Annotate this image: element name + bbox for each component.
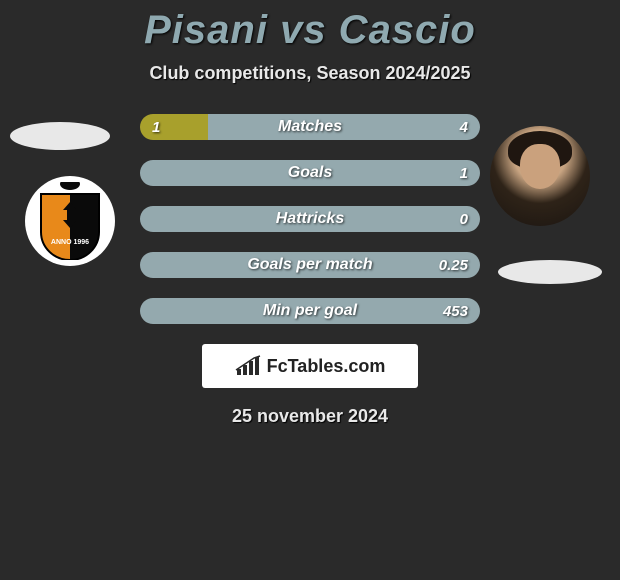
player-avatar-right xyxy=(490,126,590,226)
club-crest: ANNO 1996 xyxy=(25,176,115,266)
logo-bars-icon xyxy=(235,355,261,377)
comparison-bars: Matches14Goals1Hattricks0Goals per match… xyxy=(140,114,480,324)
decor-ellipse-left xyxy=(10,122,110,150)
bar-label: Goals xyxy=(140,160,480,186)
bar-row: Matches1 4 xyxy=(140,114,480,140)
decor-ellipse-right xyxy=(498,260,602,284)
bar-label: Min per goal xyxy=(140,298,480,324)
bar-value-right: 4 xyxy=(460,114,468,140)
bar-row: Min per goal453 xyxy=(140,298,480,324)
crown-icon xyxy=(60,182,80,190)
svg-text:ANNO 1996: ANNO 1996 xyxy=(51,239,89,246)
logo-text: FcTables.com xyxy=(267,356,386,377)
subtitle: Club competitions, Season 2024/2025 xyxy=(0,63,620,84)
bar-value-right: 0 xyxy=(460,206,468,232)
bar-label: Goals per match xyxy=(140,252,480,278)
bar-row: Goals1 xyxy=(140,160,480,186)
bar-row: Hattricks0 xyxy=(140,206,480,232)
bar-value-right: 0.25 xyxy=(439,252,468,278)
bar-row: Goals per match0.25 xyxy=(140,252,480,278)
page-title: Pisani vs Cascio xyxy=(0,0,620,53)
bar-value-right: 1 xyxy=(460,160,468,186)
bar-label: Matches xyxy=(140,114,480,140)
player-photo xyxy=(490,126,590,226)
date-text: 25 november 2024 xyxy=(0,406,620,427)
bar-value-left: 1 xyxy=(152,114,160,140)
bar-value-right: 453 xyxy=(443,298,468,324)
bar-label: Hattricks xyxy=(140,206,480,232)
logo-box: FcTables.com xyxy=(202,344,418,388)
